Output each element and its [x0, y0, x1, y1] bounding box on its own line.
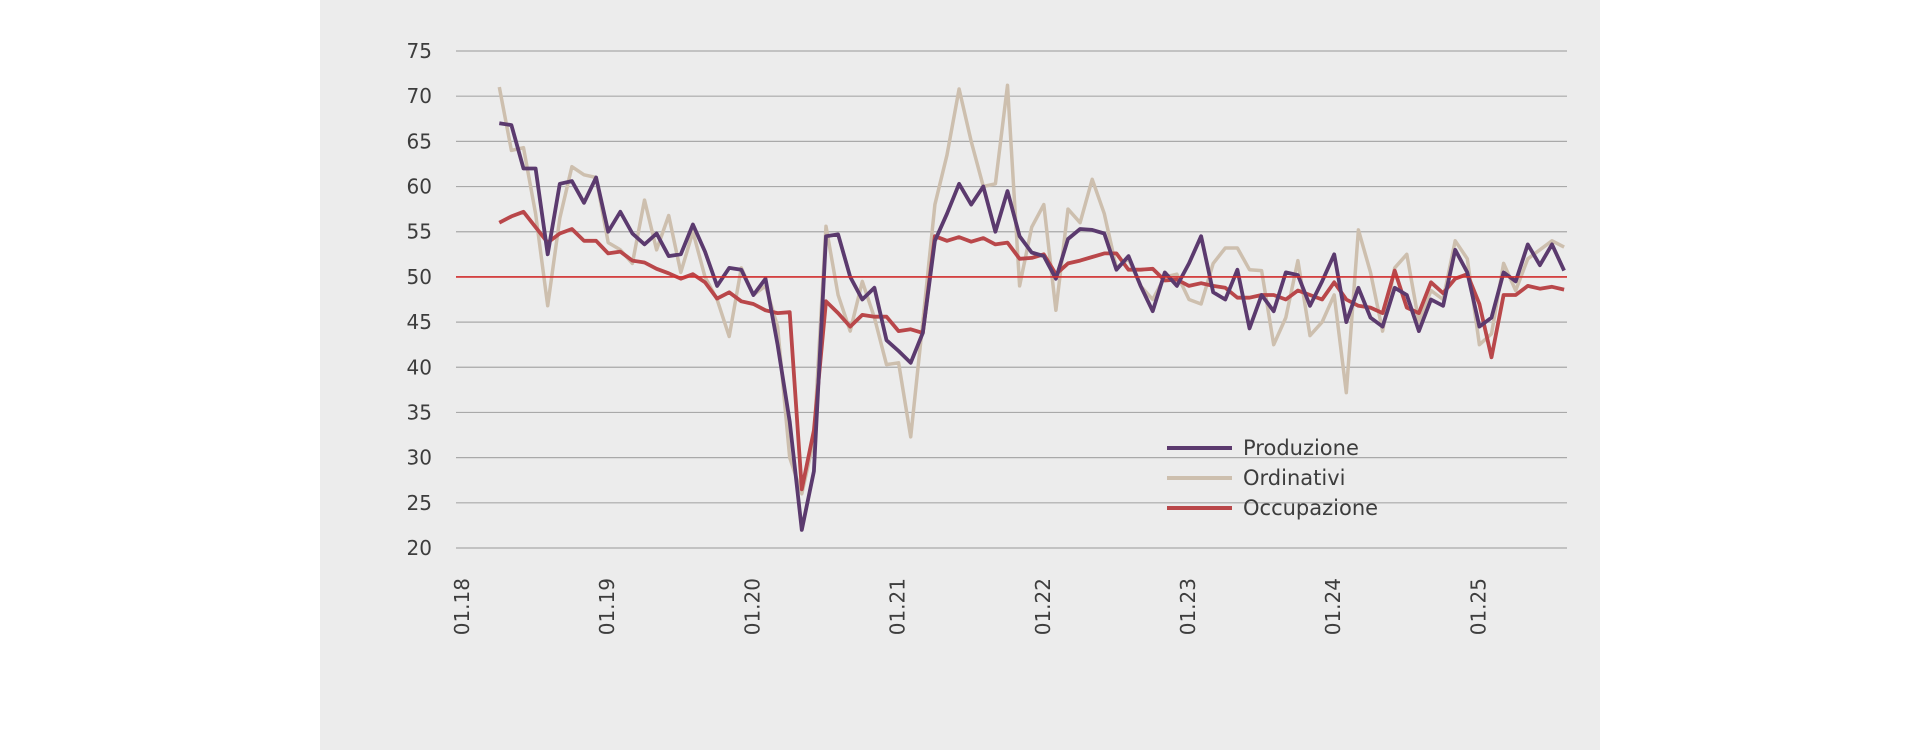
x-tick-label: 01.18 — [450, 578, 474, 635]
y-tick-label: 35 — [407, 400, 432, 424]
x-tick-label: 01.23 — [1176, 578, 1200, 635]
y-axis-ticks: 75 70 65 60 55 50 45 40 35 30 25 20 — [407, 39, 432, 560]
x-tick-label: 01.24 — [1321, 578, 1345, 635]
y-tick-label: 20 — [407, 536, 432, 560]
y-tick-label: 75 — [407, 39, 432, 63]
legend: Produzione Ordinativi Occupazione — [1167, 436, 1378, 520]
legend-label: Produzione — [1243, 436, 1359, 460]
legend-label: Ordinativi — [1243, 466, 1345, 490]
y-tick-label: 65 — [407, 129, 432, 153]
y-tick-label: 60 — [407, 175, 432, 199]
x-tick-label: 01.19 — [595, 578, 619, 635]
y-tick-label: 25 — [407, 491, 432, 515]
x-tick-label: 01.21 — [886, 578, 910, 635]
y-tick-label: 70 — [407, 84, 432, 108]
x-tick-label: 01.22 — [1031, 578, 1055, 635]
chart-panel: 75 70 65 60 55 50 45 40 35 30 25 20 01.18 01.19 01.20… — [320, 0, 1600, 750]
series-line-produzione — [499, 121, 1566, 532]
x-tick-label: 01.25 — [1466, 578, 1490, 635]
y-tick-label: 30 — [407, 446, 432, 470]
y-tick-label: 50 — [407, 265, 432, 289]
legend-label: Occupazione — [1243, 496, 1378, 520]
x-tick-label: 01.20 — [740, 578, 764, 635]
line-chart: 75 70 65 60 55 50 45 40 35 30 25 20 01.18 01.19 01.20… — [407, 39, 1567, 635]
y-tick-label: 55 — [407, 220, 432, 244]
series-line-ordinativi — [497, 83, 1565, 496]
series-lines — [456, 83, 1567, 532]
y-tick-label: 45 — [407, 310, 432, 334]
y-tick-label: 40 — [407, 355, 432, 379]
x-axis-ticks: 01.18 01.19 01.20 01.21 01.22 01.23 01.24 01.25 — [450, 578, 1490, 635]
